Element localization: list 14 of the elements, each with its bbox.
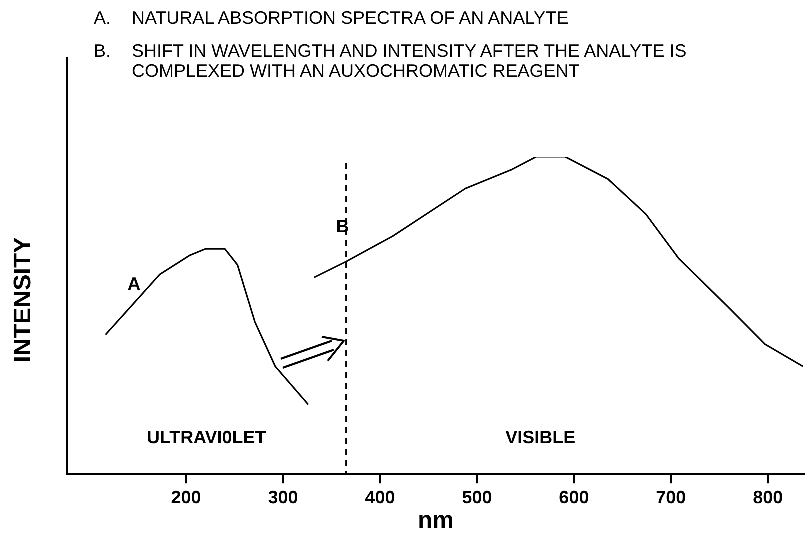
x-tick-label: 300 [268,487,298,508]
annotation: VISIBLE [506,428,576,448]
x-tick-label: 600 [559,487,590,508]
x-tick-label: 200 [171,487,202,508]
text: B. SHIFT IN WAVELENGTH AND INTENSITY AFTER THE ANALYTE IS COMPLEXED WITH AN AUXOCHROMATIC REAGENT [94,41,688,81]
series-label: A [128,274,141,294]
x-axis-title: nm [418,507,454,534]
x-tick-label: 800 [753,487,784,508]
annotation: ULTRAVI0LET [146,428,266,448]
x-tick-label: 700 [656,487,686,508]
y-axis-title: INTENSITY [10,237,38,363]
x-tick-label: 500 [462,487,492,508]
text: A. NATURAL ABSORPTION SPECTRA OF AN ANALYTE [94,8,570,28]
x-tick-label: 400 [365,487,396,508]
